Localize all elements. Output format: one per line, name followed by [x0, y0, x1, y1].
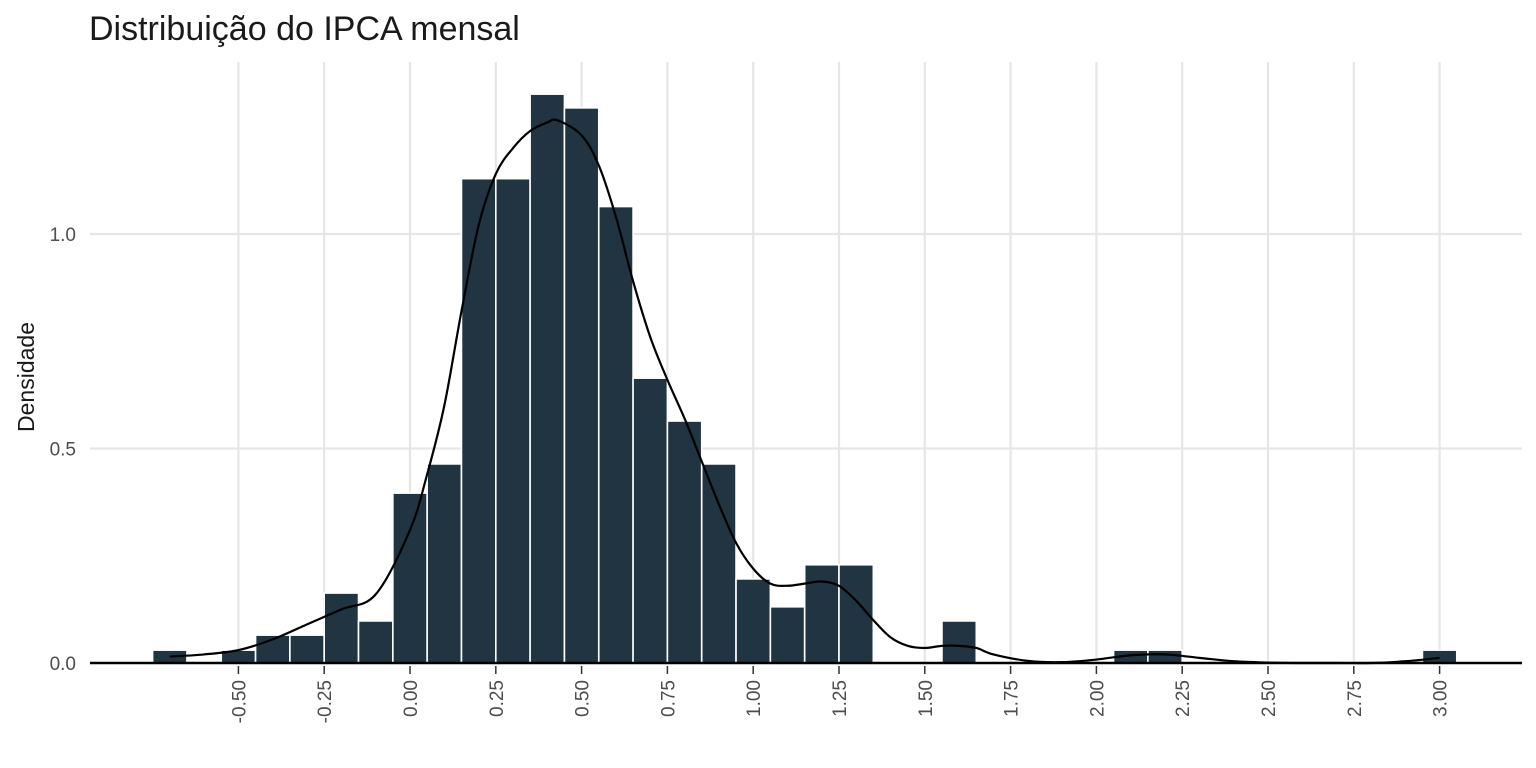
histogram-bar [529, 93, 566, 664]
x-tick-label: 2.25 [1173, 680, 1194, 717]
histogram-bar [460, 177, 497, 664]
x-tick-label: 2.50 [1259, 680, 1280, 717]
x-tick-label: 0.00 [401, 680, 422, 717]
x-axis-ticks: -0.50 -0.25 0.00 0.25 0.50 0.75 1.00 1.25 1.50 1.… [229, 666, 1452, 723]
histogram-bar [392, 492, 428, 664]
histogram-bar [426, 463, 463, 664]
x-tick-label: 0.75 [658, 680, 679, 717]
histogram-bar [803, 563, 840, 664]
x-tick-label: 3.00 [1431, 680, 1452, 717]
x-tick-label: 1.75 [1002, 680, 1023, 717]
histogram-bar [1421, 649, 1458, 664]
x-tick-label: -0.50 [229, 680, 250, 723]
x-tick-label: 1.25 [830, 680, 851, 717]
y-tick-label: 0.0 [50, 654, 76, 675]
x-tick-label: 0.50 [573, 680, 594, 717]
y-axis-label: Densidade [13, 322, 39, 432]
x-tick-label: 1.50 [916, 680, 937, 717]
histogram-bar [632, 377, 669, 664]
x-tick-label: -0.25 [315, 680, 336, 723]
y-tick-label: 1.0 [50, 225, 76, 246]
histogram-bar [323, 592, 360, 664]
histogram-bar [597, 205, 634, 664]
chart-title: Distribuição do IPCA mensal [89, 10, 520, 48]
x-tick-label: 2.00 [1087, 680, 1108, 717]
histogram-bar [700, 463, 737, 664]
histogram-bars [151, 93, 1458, 664]
histogram-bar [769, 606, 806, 664]
y-tick-label: 0.5 [50, 440, 76, 461]
y-axis-ticks: 0.0 0.5 1.0 [50, 225, 76, 675]
histogram-bar [941, 620, 978, 664]
histogram-bar [357, 620, 394, 664]
histogram-bar [1147, 649, 1184, 664]
x-tick-label: 1.00 [744, 680, 765, 717]
x-tick-label: 2.75 [1345, 680, 1366, 717]
x-tick-label: 0.25 [487, 680, 508, 717]
histogram-bar [666, 420, 703, 664]
density-curve [169, 118, 1440, 665]
grid-lines [90, 62, 1522, 665]
histogram-bar [494, 177, 531, 664]
histogram-bar [735, 578, 772, 664]
histogram-bar [289, 634, 326, 664]
histogram-bar [563, 107, 600, 664]
